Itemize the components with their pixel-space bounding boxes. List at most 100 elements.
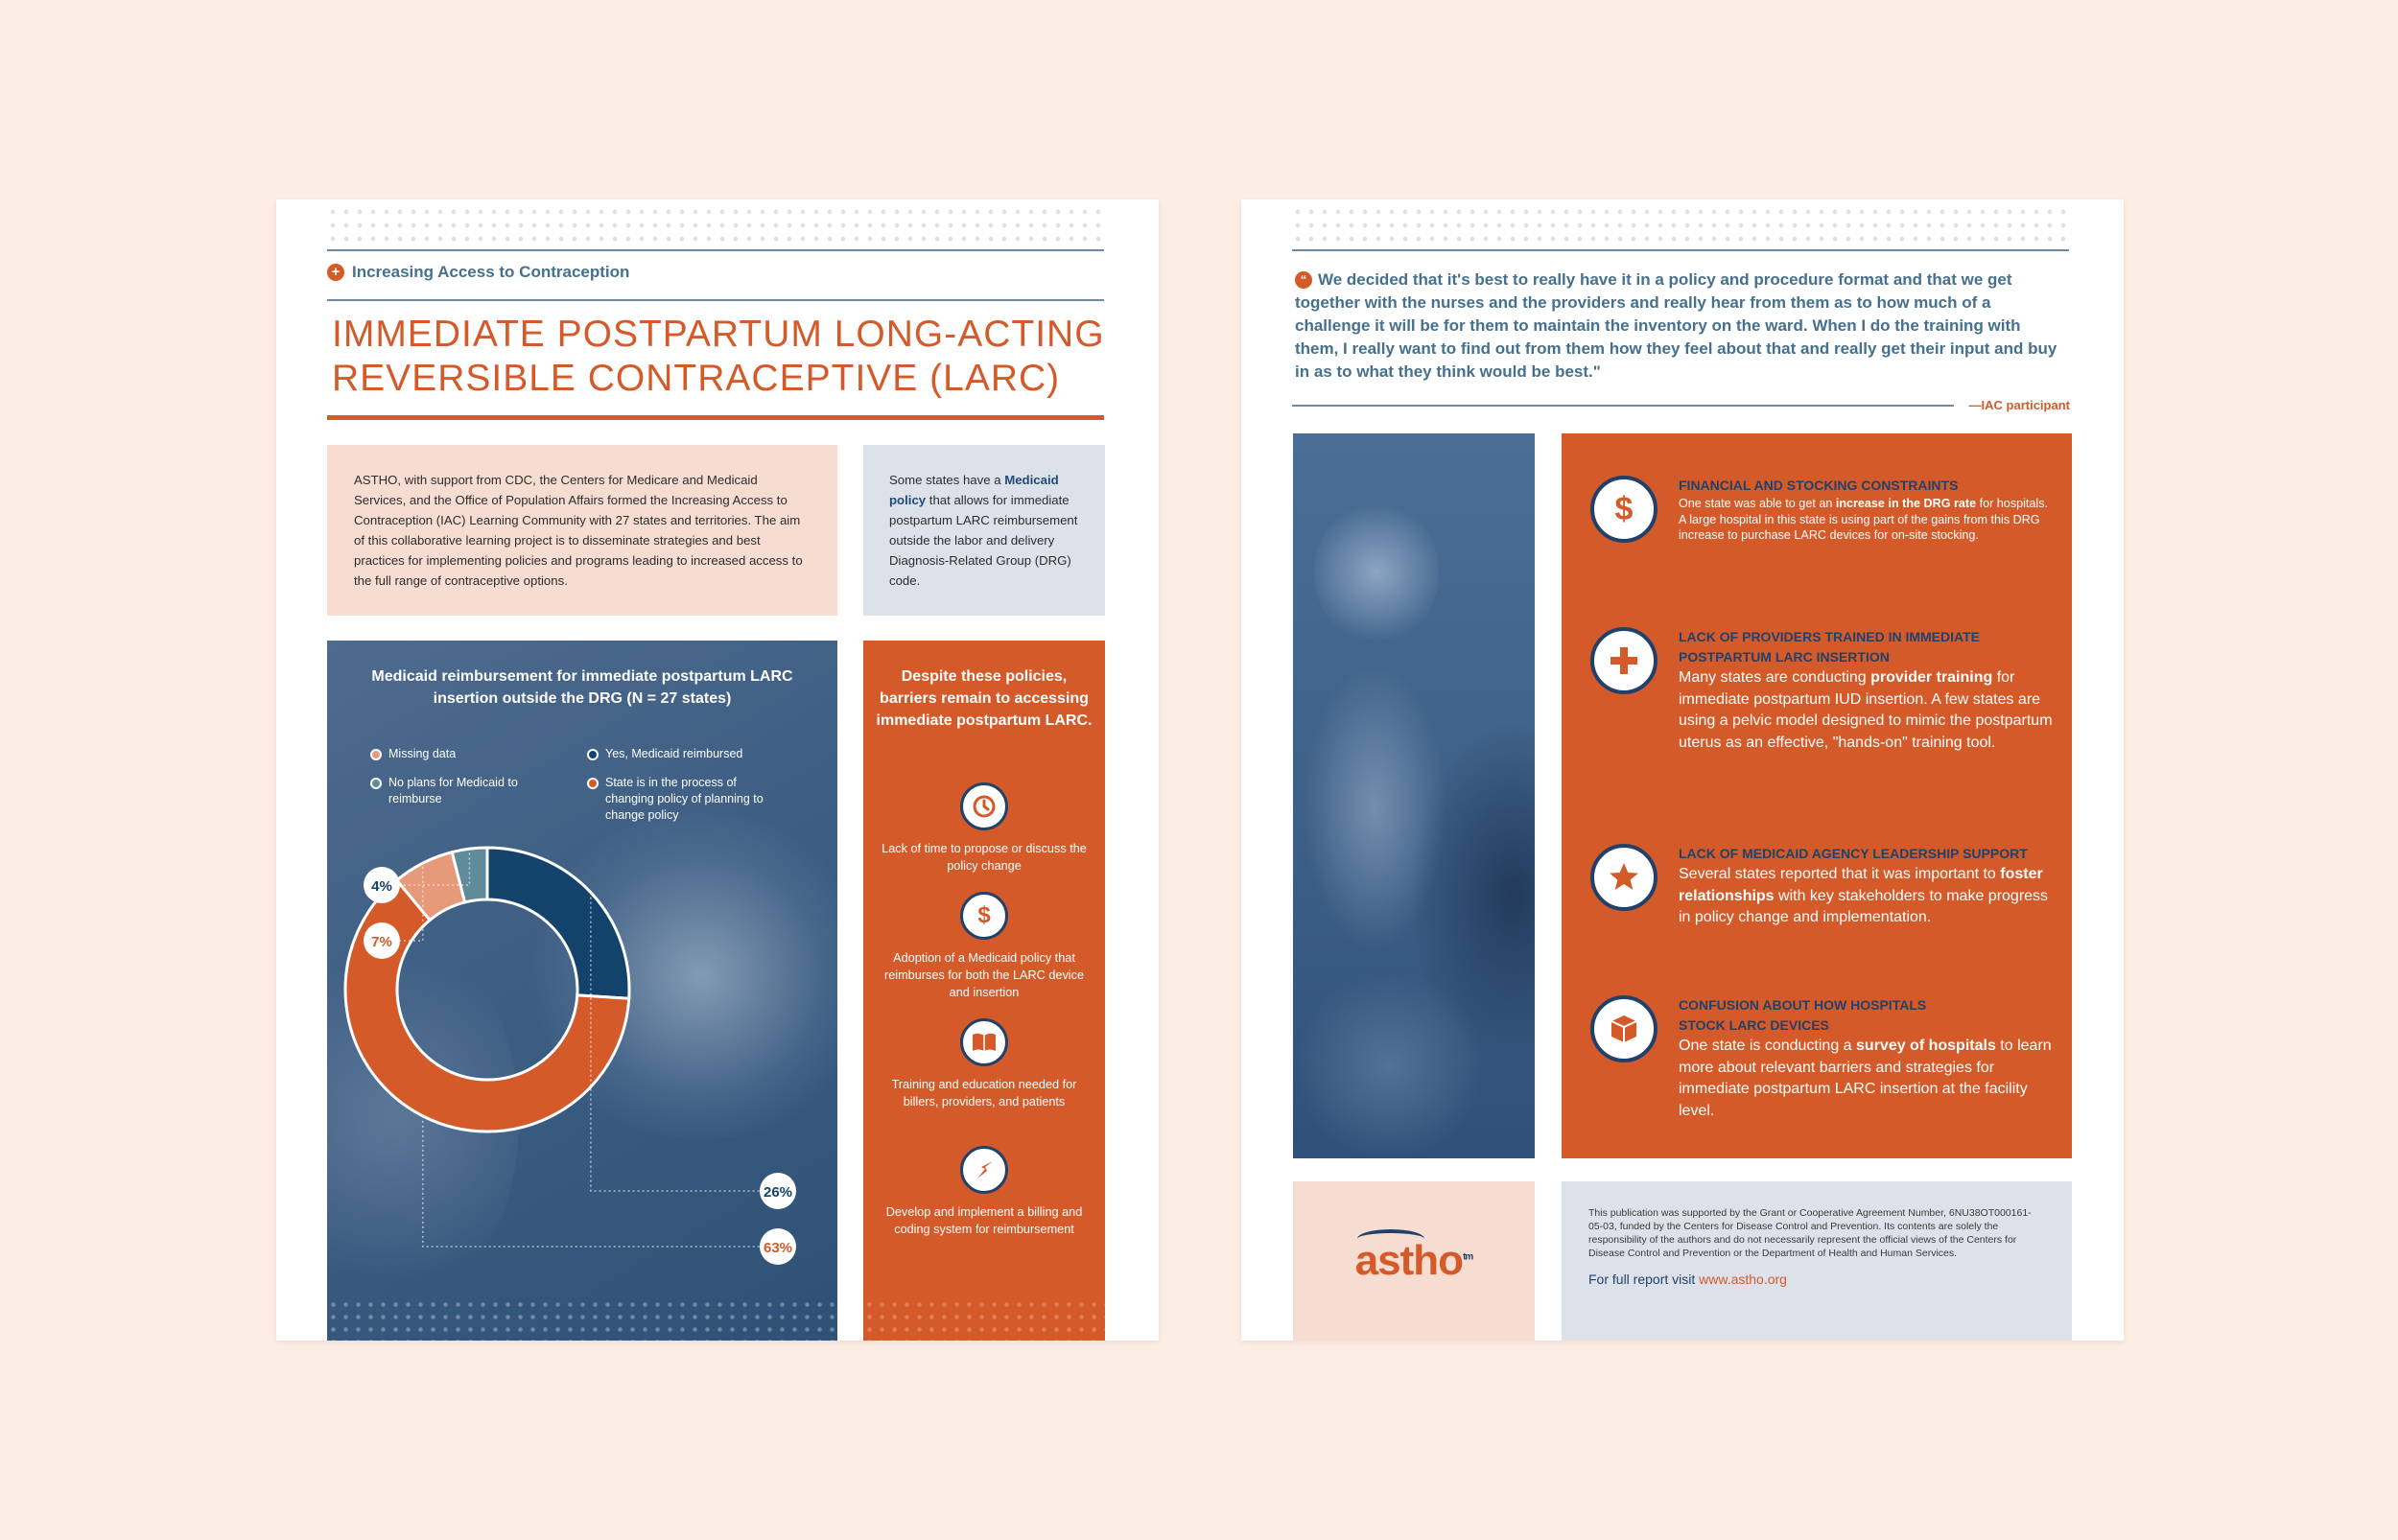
body-bold: survey of hospitals xyxy=(1856,1038,1996,1054)
heading-line: POSTPARTUM LARC INSERTION xyxy=(1679,649,1890,665)
policy-callout: Some states have a Medicaid policy that … xyxy=(863,445,1105,616)
legend-item: Missing data xyxy=(370,746,562,762)
funding-disclaimer: This publication was supported by the Gr… xyxy=(1588,1207,2032,1259)
data-label-badge xyxy=(364,867,400,903)
body-bold: provider training xyxy=(1870,669,1993,686)
barrier-text: Adoption of a Medicaid policy that reimb… xyxy=(883,951,1085,999)
page-title: IMMEDIATE POSTPARTUM LONG-ACTING REVERSI… xyxy=(332,313,1109,401)
data-label: 26% xyxy=(764,1184,792,1201)
title-underline xyxy=(327,415,1104,420)
legend-item: Yes, Medicaid reimbursed xyxy=(587,746,779,762)
body-bold: foster relationships xyxy=(1679,866,2043,904)
legend-label: State is in the process of changing poli… xyxy=(605,776,764,822)
barrier-item: Training and education needed for biller… xyxy=(873,1018,1095,1110)
dollar-icon: $ xyxy=(1590,476,1657,543)
data-label: 7% xyxy=(371,934,392,950)
body-post: with key stakeholders to make progress i… xyxy=(1679,887,2049,926)
donut-slice xyxy=(485,846,631,1000)
barriers-panel: Despite these policies, barriers remain … xyxy=(863,641,1105,1341)
body-post: for immediate postpartum IUD insertion. … xyxy=(1679,669,2053,751)
quote-attribution: —IAC participant xyxy=(1968,398,2070,412)
strategy-text: FINANCIAL AND STOCKING CONSTRAINTS One s… xyxy=(1679,476,2055,544)
data-label: 4% xyxy=(371,878,392,895)
baby-photo xyxy=(1293,433,1535,1158)
participant-quote: “We decided that it's best to really hav… xyxy=(1295,268,2062,384)
dot-pattern xyxy=(327,1298,837,1341)
chart-title: Medicaid reimbursement for immediate pos… xyxy=(371,668,793,707)
heading-line: CONFUSION ABOUT HOW HOSPITALS xyxy=(1679,997,1927,1013)
plus-icon: + xyxy=(327,264,344,281)
donut-chart: 26% 63% 7% 4% xyxy=(343,846,796,1265)
logo-box: asthotm xyxy=(1293,1181,1535,1341)
strategy-body: Many states are conducting provider trai… xyxy=(1679,667,2055,754)
strategy-body: Several states reported that it was impo… xyxy=(1679,864,2055,929)
divider xyxy=(1292,405,1954,407)
body-post: to learn more about relevant barriers an… xyxy=(1679,1038,2052,1119)
divider xyxy=(327,299,1104,301)
barriers-strategies-panel: $ FINANCIAL AND STOCKING CONSTRAINTS One… xyxy=(1562,433,2072,1158)
divider xyxy=(327,249,1104,251)
divider xyxy=(1292,249,2069,251)
star-icon xyxy=(1590,844,1657,911)
intro-text: ASTHO, with support from CDC, the Center… xyxy=(354,473,803,588)
barrier-item: $ Adoption of a Medicaid policy that rei… xyxy=(873,892,1095,1001)
report-label: For full report visit xyxy=(1588,1272,1696,1287)
arrow-icon xyxy=(960,1146,1008,1194)
body-pre: Several states reported that it was impo… xyxy=(1679,866,1996,882)
strategy-heading: LACK OF MEDICAID AGENCY LEADERSHIP SUPPO… xyxy=(1679,846,2028,861)
strategy-heading: CONFUSION ABOUT HOW HOSPITALS STOCK LARC … xyxy=(1679,995,2055,1036)
data-label: 63% xyxy=(764,1240,792,1256)
dollar-icon: $ xyxy=(960,892,1008,940)
legend-swatch xyxy=(587,778,599,789)
report-url-link[interactable]: www.astho.org xyxy=(1699,1272,1787,1287)
data-label-badge xyxy=(760,1173,796,1209)
logo-swoosh xyxy=(1356,1229,1424,1248)
footer-box: This publication was supported by the Gr… xyxy=(1562,1181,2072,1341)
strategy-text: CONFUSION ABOUT HOW HOSPITALS STOCK LARC … xyxy=(1679,995,2055,1122)
body-post: for hospitals. A large hospital in this … xyxy=(1679,497,2049,542)
strategy-body: One state is conducting a survey of hosp… xyxy=(1679,1036,2055,1122)
logo-trademark: tm xyxy=(1463,1251,1473,1263)
strategy-body: One state was able to get an increase in… xyxy=(1679,496,2055,544)
body-bold: increase in the DRG rate xyxy=(1835,497,1977,510)
barrier-text: Develop and implement a billing and codi… xyxy=(885,1205,1083,1236)
photo-shape xyxy=(1293,970,1485,1158)
body-pre: One state was able to get an xyxy=(1679,497,1833,510)
barrier-item: Develop and implement a billing and codi… xyxy=(873,1146,1095,1238)
clock-icon xyxy=(960,782,1008,830)
donut-slice xyxy=(343,877,631,1133)
heading-line: STOCK LARC DEVICES xyxy=(1679,1017,1829,1033)
donut-chart-panel: Medicaid reimbursement for immediate pos… xyxy=(327,641,837,1341)
astho-logo: asthotm xyxy=(1355,1229,1473,1285)
section-kicker: + Increasing Access to Contraception xyxy=(327,263,629,282)
quote-icon: “ xyxy=(1295,271,1312,289)
barriers-title: Despite these policies, barriers remain … xyxy=(876,668,1093,729)
body-pre: Many states are conducting xyxy=(1679,669,1867,686)
report-link-line: For full report visit www.astho.org xyxy=(1588,1272,2045,1287)
heading-line: LACK OF PROVIDERS TRAINED IN IMMEDIATE xyxy=(1679,629,1980,644)
legend-swatch xyxy=(587,749,599,760)
barrier-item: Lack of time to propose or discuss the p… xyxy=(873,782,1095,875)
barrier-text: Training and education needed for biller… xyxy=(891,1078,1077,1108)
leader-line xyxy=(590,892,761,1192)
legend-item: State is in the process of changing poli… xyxy=(587,775,784,824)
policy-callout-text: Some states have a Medicaid policy that … xyxy=(889,470,1079,591)
legend-swatch xyxy=(370,778,382,789)
kicker-label: Increasing Access to Contraception xyxy=(352,263,630,281)
dot-pattern xyxy=(863,1298,1105,1341)
quote-text: We decided that it's best to really have… xyxy=(1295,270,2057,381)
barrier-text: Lack of time to propose or discuss the p… xyxy=(882,842,1087,873)
strategy-text: LACK OF MEDICAID AGENCY LEADERSHIP SUPPO… xyxy=(1679,844,2055,929)
box-icon xyxy=(1590,995,1657,1062)
plus-icon xyxy=(1590,627,1657,694)
title-line-2: REVERSIBLE CONTRACEPTIVE (LARC) xyxy=(332,358,1061,399)
legend-label: No plans for Medicaid to reimburse xyxy=(388,776,518,805)
strategy-text: LACK OF PROVIDERS TRAINED IN IMMEDIATE PO… xyxy=(1679,627,2055,754)
legend-label: Missing data xyxy=(388,747,457,760)
intro-box: ASTHO, with support from CDC, the Center… xyxy=(327,445,837,616)
body-pre: One state is conducting a xyxy=(1679,1038,1852,1054)
callout-post: that allows for immediate postpartum LAR… xyxy=(889,493,1078,588)
dot-pattern xyxy=(1291,205,2074,244)
strategy-heading: FINANCIAL AND STOCKING CONSTRAINTS xyxy=(1679,478,1959,493)
callout-pre: Some states have a xyxy=(889,473,1001,487)
